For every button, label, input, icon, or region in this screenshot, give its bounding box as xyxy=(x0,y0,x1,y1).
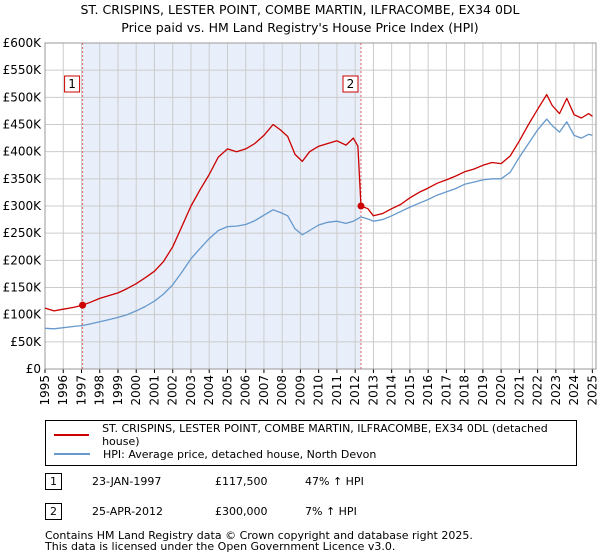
marker-badge xyxy=(342,75,359,93)
x-tick-label: 2009 xyxy=(293,375,307,406)
y-tick-label: £600K xyxy=(3,36,43,50)
marker-badge-label: 2 xyxy=(347,77,355,91)
chart-legend: ST. CRISPINS, LESTER POINT, COMBE MARTIN… xyxy=(45,420,577,466)
y-tick-label: £0 xyxy=(26,362,41,376)
sale-point xyxy=(79,301,87,309)
transaction-badge: 1 xyxy=(45,473,62,490)
x-tick-label: 2019 xyxy=(476,375,490,406)
x-tick-label: 2012 xyxy=(348,375,362,406)
x-tick-label: 2025 xyxy=(585,375,599,406)
y-tick-label: £400K xyxy=(3,145,43,159)
series-line-hpi xyxy=(44,118,593,330)
y-tick-label: £450K xyxy=(3,118,43,132)
x-tick-label: 2013 xyxy=(366,375,380,406)
x-tick-label: 2017 xyxy=(439,375,453,406)
x-tick-label: 2018 xyxy=(458,375,472,406)
chart-subtitle: Price paid vs. HM Land Registry's House … xyxy=(121,20,478,35)
sale-point xyxy=(357,202,365,210)
series-line-property xyxy=(44,93,593,312)
legend-swatch-property xyxy=(54,434,90,436)
x-tick-label: 2008 xyxy=(275,375,289,406)
x-tick-label: 2024 xyxy=(567,375,581,406)
y-tick-label: £150K xyxy=(3,281,43,295)
x-tick-label: 2004 xyxy=(202,375,216,406)
y-tick-label: £50K xyxy=(10,335,42,349)
x-tick-label: 2022 xyxy=(531,375,545,406)
marker-badge-label: 1 xyxy=(68,77,76,91)
marker-badge xyxy=(64,75,81,93)
x-tick-label: 2010 xyxy=(312,375,326,406)
x-tick-label: 1995 xyxy=(38,375,52,406)
legend-item-property: ST. CRISPINS, LESTER POINT, COMBE MARTIN… xyxy=(54,422,576,448)
transaction-date: 25-APR-2012 xyxy=(92,505,164,518)
x-tick-label: 2006 xyxy=(239,375,253,406)
chart-title: ST. CRISPINS, LESTER POINT, COMBE MARTIN… xyxy=(80,2,519,17)
x-tick-label: 1997 xyxy=(74,375,88,406)
legend-item-hpi: HPI: Average price, detached house, Nort… xyxy=(54,445,376,463)
x-tick-label: 2023 xyxy=(549,375,563,406)
x-tick-label: 2000 xyxy=(129,375,143,406)
footer-line-licence: This data is licensed under the Open Gov… xyxy=(45,540,396,553)
transaction-hpi-delta: 47% ↑ HPI xyxy=(305,475,364,488)
y-tick-label: £350K xyxy=(3,172,43,186)
y-tick-label: £250K xyxy=(3,226,43,240)
x-tick-label: 2003 xyxy=(184,375,198,406)
x-tick-label: 2015 xyxy=(403,375,417,406)
price-chart: ST. CRISPINS, LESTER POINT, COMBE MARTIN… xyxy=(3,2,600,406)
x-tick-label: 1998 xyxy=(93,375,107,406)
x-tick-label: 2007 xyxy=(257,375,271,406)
y-tick-label: £200K xyxy=(3,253,43,267)
transaction-price: £117,500 xyxy=(215,475,268,488)
transaction-date: 23-JAN-1997 xyxy=(92,475,162,488)
plot-frame xyxy=(44,42,597,370)
y-tick-label: £100K xyxy=(3,308,43,322)
x-tick-label: 2021 xyxy=(512,375,526,406)
y-tick-label: £300K xyxy=(3,199,43,213)
y-tick-label: £550K xyxy=(3,63,43,77)
x-tick-label: 2001 xyxy=(147,375,161,406)
legend-label-property: ST. CRISPINS, LESTER POINT, COMBE MARTIN… xyxy=(102,422,548,448)
transaction-hpi-delta: 7% ↑ HPI xyxy=(305,505,357,518)
footer-line-copyright: Contains HM Land Registry data © Crown c… xyxy=(45,529,473,542)
legend-label-hpi: HPI: Average price, detached house, Nort… xyxy=(103,447,377,461)
x-tick-label: 2014 xyxy=(385,375,399,406)
footer-note: Contains HM Land Registry data © Crown c… xyxy=(45,530,473,552)
x-tick-label: 1996 xyxy=(56,375,70,406)
x-tick-label: 2020 xyxy=(494,375,508,406)
legend-swatch-hpi xyxy=(54,453,90,455)
x-tick-label: 1999 xyxy=(111,375,125,406)
x-tick-label: 2011 xyxy=(330,375,344,406)
transaction-price: £300,000 xyxy=(215,505,268,518)
x-tick-label: 2005 xyxy=(220,375,234,406)
x-tick-label: 2002 xyxy=(166,375,180,406)
y-tick-label: £500K xyxy=(3,90,43,104)
transaction-badge: 2 xyxy=(45,503,62,520)
x-tick-label: 2016 xyxy=(421,375,435,406)
